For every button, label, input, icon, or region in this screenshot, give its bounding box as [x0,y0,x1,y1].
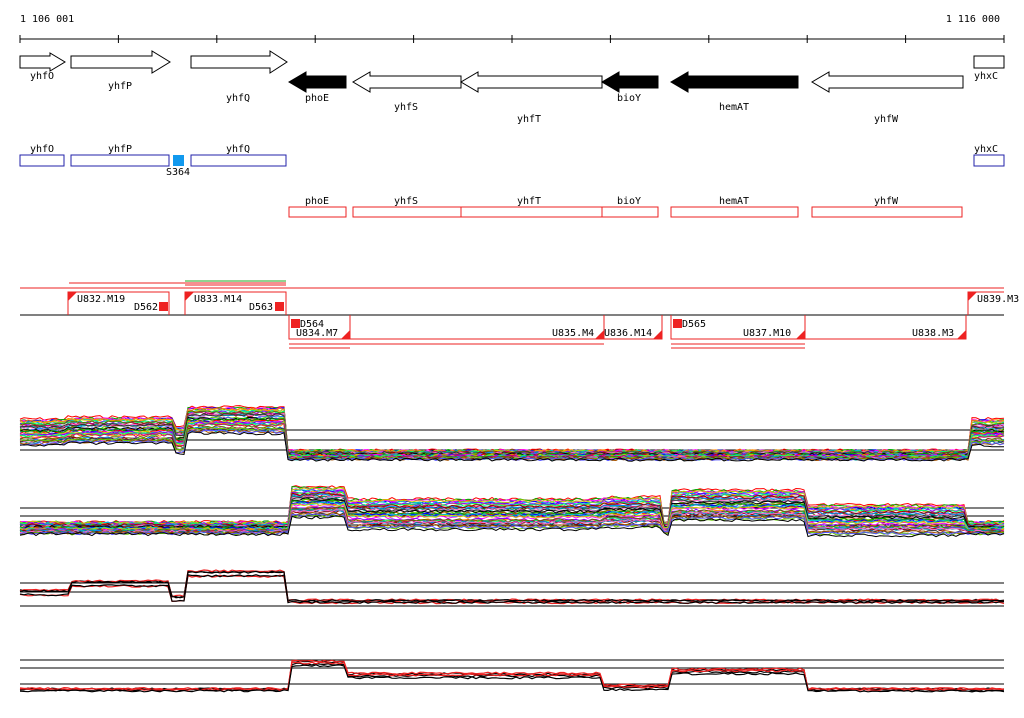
gene-label-yhfW: yhfW [874,114,899,125]
ruler-start-label: 1 106 001 [20,14,74,25]
blue-box-yhfO[interactable] [19,154,65,167]
segment-label-U839-M3[interactable]: U839.M3 [977,294,1019,305]
red-box-phoE[interactable] [288,206,347,218]
promoter-marker-S364[interactable] [173,155,184,166]
segmentation-track: U832.M19 D562 U833.M14 D563 U839.M3 D564… [20,280,1019,349]
gene-label-phoE: phoE [305,93,329,104]
red-box-hemAT[interactable] [670,206,799,218]
gene-arrow-yhfS[interactable] [352,71,462,93]
red-label-phoE: phoE [305,196,329,207]
blue-operon-track: yhfO yhfP yhfQ yhxC S364 [19,144,1005,178]
gene-label-hemAT: hemAT [719,102,749,113]
segment-label-U837-M10[interactable]: U837.M10 [743,328,791,339]
red-operon-track: phoE yhfS yhfT bioY hemAT yhfW [288,196,963,218]
segment-label-D563[interactable]: D563 [249,302,273,313]
blue-label-yhfP: yhfP [108,144,132,155]
blue-label-yhxC: yhxC [974,144,998,155]
segment-label-U833-M14[interactable]: U833.M14 [194,294,242,305]
segment-label-U838-M3[interactable]: U838.M3 [912,328,954,339]
segment-label-D565[interactable]: D565 [682,319,706,330]
segment-label-D564[interactable]: D564 [300,319,324,330]
summary-profile-reverse [19,659,1005,693]
blue-box-yhxC[interactable] [973,154,1005,167]
gene-arrow-yhxC[interactable] [973,55,1005,69]
gene-label-yhxC: yhxC [974,71,998,82]
segment-label-U835-M4[interactable]: U835.M4 [552,328,594,339]
red-label-yhfS: yhfS [394,196,418,207]
gene-arrow-track: yhfO yhfP yhfQ phoE yhfS yhfT bioY hemAT… [19,50,1005,125]
gene-arrow-yhfW[interactable] [811,71,964,93]
gene-label-yhfT: yhfT [517,114,541,125]
ruler-end-label: 1 116 000 [946,14,1000,25]
segment-marker-D565[interactable] [673,319,682,328]
blue-label-yhfO: yhfO [30,144,54,155]
gene-arrow-yhfO[interactable] [19,52,66,72]
coordinate-ruler: 1 106 001 1 116 000 [19,14,1005,43]
red-label-yhfW: yhfW [874,196,899,207]
gene-arrow-yhfT[interactable] [460,71,603,93]
blue-box-yhfP[interactable] [70,154,170,167]
gene-label-yhfO: yhfO [30,71,54,82]
gene-arrow-bioY[interactable] [601,71,659,93]
gene-arrow-yhfP[interactable] [70,50,171,74]
gene-arrow-hemAT[interactable] [670,71,799,93]
red-box-yhfW[interactable] [811,206,963,218]
segment-label-U834-M7[interactable]: U834.M7 [296,328,338,339]
gene-label-yhfP: yhfP [108,81,132,92]
segment-label-U836-M14[interactable]: U836.M14 [604,328,652,339]
segment-marker-D562[interactable] [159,302,168,311]
red-label-bioY: bioY [617,196,641,207]
expression-profile-reverse [19,485,1005,538]
gene-label-yhfS: yhfS [394,102,418,113]
segment-marker-D563[interactable] [275,302,284,311]
segment-label-U832-M19[interactable]: U832.M19 [77,294,125,305]
blue-label-yhfQ: yhfQ [226,144,250,155]
red-box-yhfS[interactable] [352,206,462,218]
red-label-hemAT: hemAT [719,196,749,207]
red-box-yhfT[interactable] [460,206,603,218]
gene-arrow-yhfQ[interactable] [190,50,288,74]
gene-label-bioY: bioY [617,93,641,104]
segment-label-D562[interactable]: D562 [134,302,158,313]
gene-label-yhfQ: yhfQ [226,93,250,104]
expression-profile-forward [19,405,1005,462]
red-box-bioY[interactable] [601,206,659,218]
promoter-label-S364: S364 [166,167,190,178]
gene-arrow-phoE-body[interactable] [288,71,347,93]
blue-box-yhfQ[interactable] [190,154,287,167]
segment-marker-D564[interactable] [291,319,300,328]
red-label-yhfT: yhfT [517,196,541,207]
summary-profile-forward [19,569,1005,607]
